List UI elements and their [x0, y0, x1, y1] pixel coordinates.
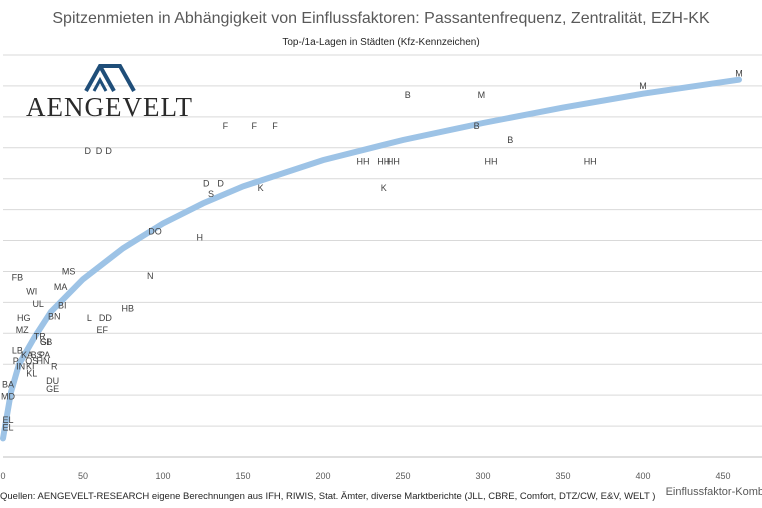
logo-text: AENGEVELT — [26, 92, 193, 122]
point-label: DD — [99, 313, 112, 323]
point-label: M — [735, 69, 743, 79]
x-tick-label: 200 — [315, 471, 330, 481]
point-label: GE — [46, 384, 59, 394]
x-tick-label: 300 — [475, 471, 490, 481]
x-tick-label: 400 — [635, 471, 650, 481]
x-axis-ticks: 0 50 100 150 200 250 300 350 400 450 — [0, 471, 730, 481]
logo-mark-icon — [84, 64, 136, 92]
point-label: D — [217, 178, 224, 188]
point-label: BN — [48, 311, 61, 321]
x-axis-label: Einflussfaktor-Komb — [665, 486, 762, 498]
point-label: IN — [16, 362, 25, 372]
point-label: KL — [26, 369, 37, 379]
point-label: HN — [37, 356, 50, 366]
point-label: HH — [485, 157, 498, 167]
chart-title: Spitzenmieten in Abhängigkeit von Einflu… — [52, 10, 710, 27]
point-label: HB — [122, 304, 135, 314]
point-label: D — [203, 178, 210, 188]
point-label: KA — [21, 350, 33, 360]
point-label: F — [223, 121, 229, 131]
point-label: UL — [32, 299, 44, 309]
point-label: M — [639, 81, 647, 91]
point-label: D — [85, 146, 92, 156]
point-label: TR — [34, 331, 46, 341]
point-label: R — [51, 362, 58, 372]
point-label: HH — [387, 157, 400, 167]
trendline — [0, 76, 742, 442]
point-label: B — [474, 121, 480, 131]
point-label: DU — [46, 376, 59, 386]
point-label: S — [208, 189, 214, 199]
x-tick-label: 100 — [155, 471, 170, 481]
point-label: MA — [54, 282, 68, 292]
point-label: KI — [26, 362, 35, 372]
point-label: B — [507, 135, 513, 145]
point-label: K — [258, 183, 264, 193]
point-label: WI — [26, 287, 37, 297]
point-label: EF — [96, 325, 108, 335]
point-label: K — [381, 183, 387, 193]
point-label: HH — [584, 157, 597, 167]
point-label: GI — [40, 337, 50, 347]
aengevelt-logo: AENGEVELT — [26, 64, 206, 124]
point-label: P — [13, 356, 19, 366]
point-label: HH — [357, 157, 370, 167]
chart-subtitle: Top-/1a-Lagen in Städten (Kfz-Kennzeiche… — [282, 37, 480, 48]
x-tick-label: 350 — [555, 471, 570, 481]
point-label: HH — [377, 157, 390, 167]
x-tick-label: 450 — [715, 471, 730, 481]
point-label: DO — [148, 226, 162, 236]
point-label: MZ — [16, 325, 29, 335]
point-label: MD — [1, 392, 15, 402]
x-tick-label: 50 — [78, 471, 88, 481]
point-label: BA — [2, 379, 14, 389]
point-label: M — [478, 90, 486, 100]
point-label: EL — [2, 423, 13, 433]
point-label: L — [87, 313, 92, 323]
point-label: MS — [62, 266, 76, 276]
point-label: N — [147, 271, 154, 281]
point-label: PA — [39, 350, 50, 360]
point-label: D — [105, 146, 112, 156]
point-label: SB — [40, 337, 52, 347]
x-tick-label: 150 — [235, 471, 250, 481]
point-label: EL — [2, 415, 13, 425]
point-label: FB — [12, 273, 24, 283]
point-label: F — [272, 121, 278, 131]
point-label: HG — [17, 313, 31, 323]
point-label: LB — [12, 345, 23, 355]
x-tick-label: 250 — [395, 471, 410, 481]
x-tick-label: 0 — [0, 471, 5, 481]
point-label: OS — [25, 356, 38, 366]
point-label: D — [96, 146, 103, 156]
point-label: B — [405, 90, 411, 100]
point-label: F — [251, 121, 257, 131]
source-note: Quellen: AENGEVELT-RESEARCH eigene Berec… — [0, 491, 656, 502]
point-label: H — [197, 232, 204, 242]
point-label: BS — [31, 350, 43, 360]
point-label: BI — [58, 300, 67, 310]
